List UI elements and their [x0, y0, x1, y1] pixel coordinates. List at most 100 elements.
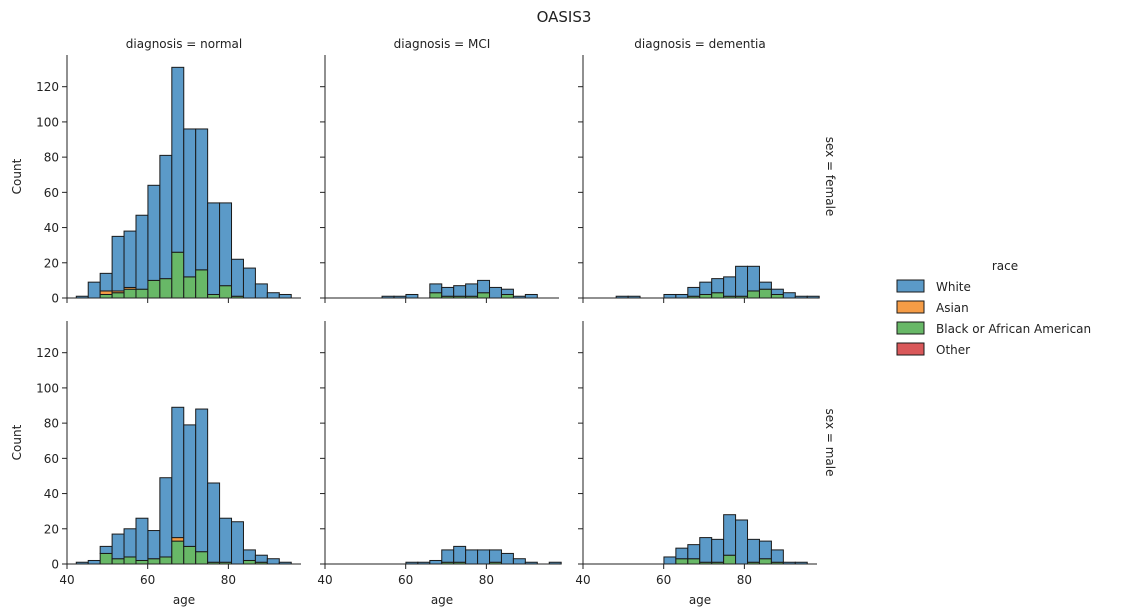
- histogram-bar: [687, 286, 701, 297]
- x-axis-label: age: [431, 593, 453, 607]
- histogram-bar: [782, 292, 796, 299]
- histogram-bar: [429, 283, 443, 294]
- histogram-bar: [159, 278, 173, 299]
- histogram-bar: [405, 293, 419, 299]
- histogram-bar: [254, 554, 268, 563]
- histogram-bar: [675, 293, 689, 299]
- histogram-bar: [195, 269, 209, 299]
- histogram-bar: [758, 281, 772, 290]
- legend-label: Asian: [936, 301, 969, 315]
- histogram-bar: [500, 552, 514, 565]
- histogram-bar: [711, 292, 725, 299]
- histogram-bar: [747, 538, 760, 563]
- panel: diagnosis = MCI: [320, 37, 559, 303]
- panel: diagnosis = dementia sex = female: [578, 37, 837, 303]
- y-tick-label: 20: [44, 522, 59, 536]
- histogram-bar: [723, 276, 737, 297]
- histogram-bar: [477, 292, 491, 299]
- histogram-bar: [111, 235, 125, 292]
- legend-title: race: [992, 259, 1018, 273]
- y-tick-label: 120: [36, 80, 59, 94]
- y-tick-label: 80: [44, 151, 59, 165]
- histogram-bar: [266, 558, 280, 565]
- histogram-bar: [663, 556, 677, 565]
- histogram-bar: [747, 265, 760, 292]
- histogram-bar: [663, 293, 677, 299]
- histogram-bar: [489, 286, 502, 299]
- histogram-bar: [147, 558, 161, 565]
- x-tick-label: 80: [479, 573, 494, 587]
- histogram-bar: [159, 477, 173, 558]
- histogram-bar: [171, 406, 185, 539]
- histogram-bar: [99, 272, 113, 292]
- legend-swatch: [896, 342, 925, 356]
- histogram-bar: [183, 424, 197, 547]
- histogram-bar: [477, 549, 491, 565]
- row-label: sex = female: [823, 137, 837, 217]
- histogram-bar: [429, 292, 443, 299]
- histogram-bar: [500, 288, 514, 295]
- legend-swatch: [896, 321, 925, 335]
- x-tick-label: 40: [575, 573, 590, 587]
- y-tick-label: 80: [44, 417, 59, 431]
- x-tick-label: 60: [398, 573, 413, 587]
- histogram-bar: [711, 278, 725, 294]
- histogram-bar: [183, 545, 197, 565]
- y-axis-label: Count: [10, 424, 24, 460]
- y-tick-label: 60: [44, 452, 59, 466]
- histogram-bar: [735, 519, 749, 565]
- histogram-bar: [171, 537, 185, 542]
- x-tick-label: 60: [140, 573, 155, 587]
- histogram-bar: [87, 281, 101, 299]
- panel: sex = male 40 60 80 age: [575, 321, 837, 607]
- legend-label: White: [936, 280, 971, 294]
- histogram-bar: [171, 251, 185, 299]
- histogram-bar: [171, 66, 185, 253]
- y-tick-label: 20: [44, 256, 59, 270]
- histogram-bar: [183, 276, 197, 299]
- histogram-bar: [465, 549, 479, 565]
- histogram-bar: [758, 540, 772, 560]
- panel: 0 20 40 60 80 100 120 40 60 80 Count age: [10, 321, 301, 607]
- histogram-bar: [489, 549, 502, 563]
- histogram-bar: [723, 514, 737, 556]
- histogram-bar: [711, 538, 725, 563]
- histogram-bar: [254, 283, 268, 299]
- histogram-bar: [159, 154, 173, 280]
- histogram-bar: [195, 128, 209, 271]
- histogram-bar: [147, 184, 161, 281]
- histogram-bar: [111, 533, 125, 560]
- histogram-bar: [453, 285, 467, 297]
- histogram-bar: [512, 558, 526, 565]
- histogram-bar: [266, 292, 280, 299]
- histogram-bar: [429, 559, 443, 565]
- histogram-bar: [242, 549, 256, 561]
- histogram-bar: [441, 286, 455, 297]
- histogram-bar: [231, 258, 244, 297]
- histogram-bar: [147, 530, 161, 560]
- y-tick-label: 40: [44, 487, 59, 501]
- histogram-bar: [758, 288, 772, 299]
- histogram-bar: [207, 482, 221, 563]
- histogram-bar: [123, 230, 137, 288]
- x-tick-label: 80: [221, 573, 236, 587]
- histogram-bar: [219, 202, 233, 287]
- histogram-bar: [159, 556, 173, 565]
- histogram-bar: [123, 528, 137, 558]
- histogram-bar: [207, 293, 221, 299]
- y-tick-label: 40: [44, 221, 59, 235]
- x-tick-label: 80: [737, 573, 752, 587]
- x-axis-label: age: [173, 593, 195, 607]
- histogram-bar: [675, 547, 689, 560]
- histogram-bar: [219, 285, 233, 299]
- x-axis-label: age: [689, 593, 711, 607]
- histogram-bar: [687, 558, 701, 565]
- histogram-bar: [441, 549, 455, 563]
- histogram-bar: [99, 545, 113, 554]
- legend-label: Other: [936, 343, 970, 357]
- histogram-bar: [500, 293, 514, 299]
- histogram-bar: [99, 293, 113, 299]
- histogram-bar: [524, 293, 538, 299]
- legend-swatch: [896, 300, 925, 314]
- histogram-bar: [195, 408, 209, 553]
